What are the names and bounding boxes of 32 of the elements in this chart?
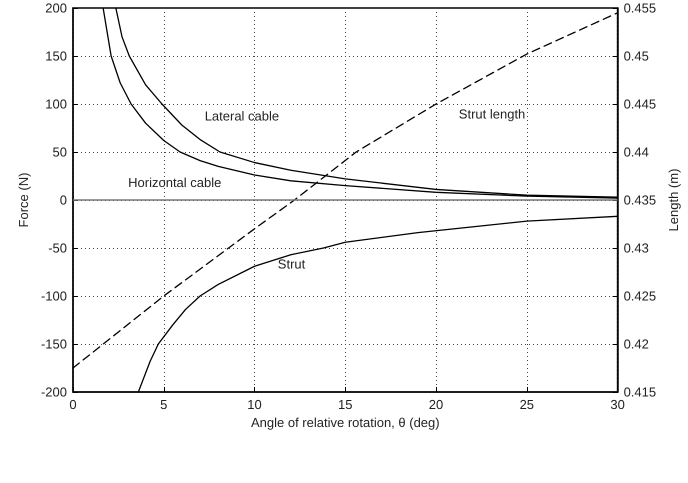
y-axis-title: Force (N) — [16, 172, 32, 228]
series-label: Lateral cable — [204, 108, 280, 124]
x-tick-label: 5 — [160, 397, 168, 412]
x-tick-label: 15 — [338, 397, 353, 412]
y2-axis-title: Length (m) — [666, 168, 681, 232]
y2-tick-label: 0.425 — [624, 288, 656, 304]
x-tick-label: 20 — [428, 397, 444, 412]
y2-tick-label: 0.445 — [624, 96, 656, 112]
series-label: Strut length — [458, 106, 526, 122]
y2-tick-label: 0.45 — [624, 48, 649, 64]
y-tick-label: 0 — [60, 192, 67, 208]
y-tick-label: 100 — [45, 96, 67, 112]
x-tick-label: 0 — [69, 397, 77, 412]
series-label: Horizontal cable — [128, 174, 222, 190]
y2-tick-label: 0.43 — [624, 240, 649, 256]
x-tick-label: 30 — [610, 397, 625, 412]
y-tick-label: -50 — [48, 240, 67, 256]
y2-tick-label: 0.455 — [624, 0, 656, 16]
y2-tick-label: 0.44 — [624, 144, 649, 160]
y-tick-label: -100 — [40, 288, 67, 304]
y2-tick-label: 0.415 — [624, 384, 656, 400]
x-axis-title: Angle of relative rotation, θ (deg) — [250, 415, 440, 430]
y-tick-label: 50 — [52, 144, 67, 160]
series-label: Strut — [278, 256, 306, 272]
y-tick-label: 200 — [45, 0, 67, 16]
y-tick-label: -200 — [40, 384, 67, 400]
y-tick-label: 150 — [45, 48, 67, 64]
x-tick-label: 25 — [520, 397, 534, 412]
x-tick-label: 10 — [247, 397, 262, 412]
y2-tick-label: 0.435 — [624, 192, 656, 208]
y2-tick-label: 0.42 — [624, 336, 649, 352]
y-tick-label: -150 — [40, 336, 67, 352]
